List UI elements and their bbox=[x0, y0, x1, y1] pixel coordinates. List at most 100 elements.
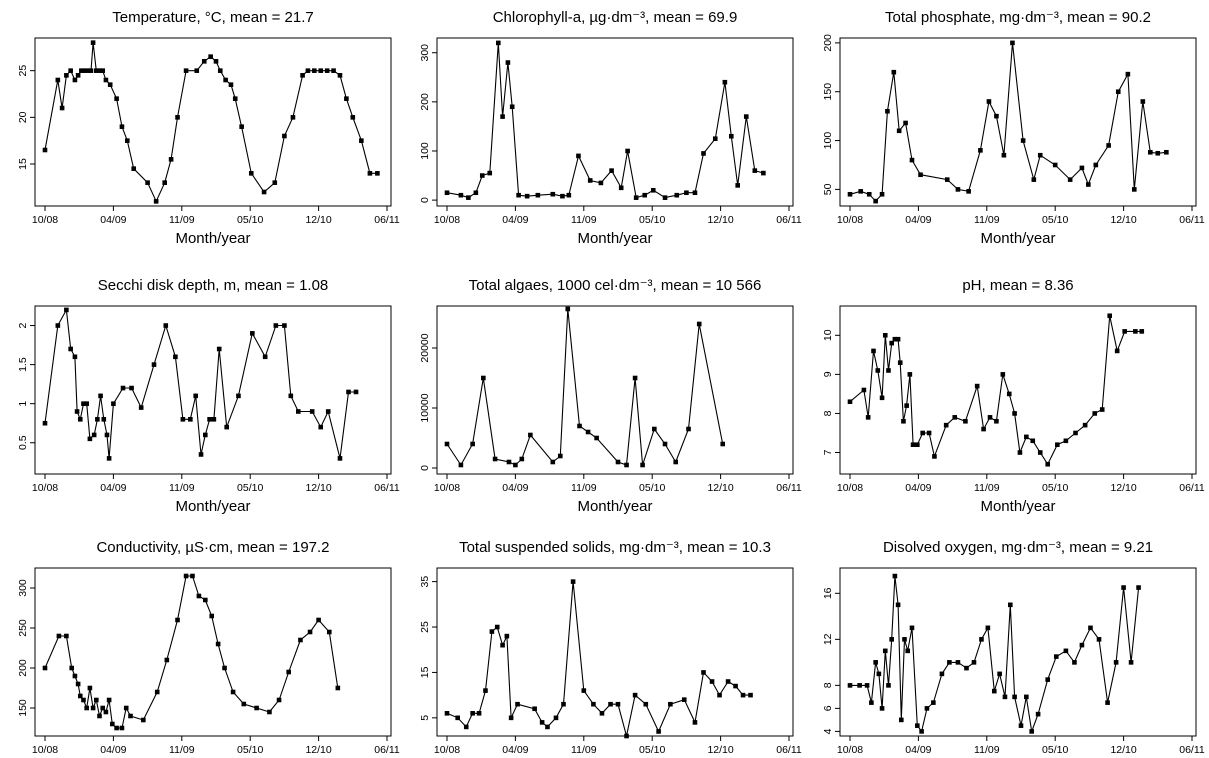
data-point bbox=[712, 136, 718, 142]
data-point bbox=[581, 688, 587, 693]
data-point bbox=[466, 195, 471, 200]
data-point bbox=[487, 170, 493, 176]
data-point bbox=[316, 617, 321, 623]
data-point bbox=[141, 717, 146, 723]
data-point bbox=[131, 166, 137, 171]
data-point bbox=[85, 68, 91, 73]
data-point bbox=[920, 430, 925, 436]
data-point bbox=[1072, 660, 1077, 665]
x-tick-label: 10/08 bbox=[434, 214, 460, 226]
data-point bbox=[103, 709, 109, 715]
data-point bbox=[267, 709, 272, 715]
data-point bbox=[128, 713, 133, 719]
x-tick-label: 12/10 bbox=[1110, 214, 1136, 226]
data-point bbox=[717, 692, 722, 698]
y-tick-label: 20000 bbox=[419, 333, 431, 362]
data-point bbox=[72, 673, 78, 679]
data-point bbox=[674, 192, 680, 198]
x-tick-label: 05/10 bbox=[237, 482, 263, 494]
data-point bbox=[1052, 162, 1058, 168]
y-tick-label: 4 bbox=[822, 728, 834, 734]
data-point bbox=[599, 710, 605, 716]
panel-3: Secchi disk depth, m, mean = 1.08 10/08 04… bbox=[17, 277, 400, 515]
y-tick-label: 200 bbox=[822, 34, 834, 52]
panel-title: Conductivity, µS·cm, mean = 197.2 bbox=[96, 539, 329, 556]
data-point bbox=[138, 405, 144, 410]
data-point bbox=[1001, 152, 1007, 158]
x-tick-label: 11/09 bbox=[974, 214, 1000, 226]
data-point bbox=[1037, 152, 1043, 158]
data-point bbox=[119, 725, 125, 731]
data-point bbox=[539, 720, 545, 725]
data-point bbox=[971, 660, 977, 665]
data-point bbox=[979, 637, 984, 642]
data-point bbox=[261, 189, 267, 195]
data-point bbox=[1155, 150, 1161, 156]
data-point bbox=[207, 417, 212, 422]
data-point bbox=[643, 701, 649, 707]
y-tick-label: 16 bbox=[822, 587, 834, 599]
data-point bbox=[215, 641, 221, 647]
data-point bbox=[217, 68, 223, 73]
data-point bbox=[492, 456, 498, 462]
data-point bbox=[479, 173, 485, 178]
data-point bbox=[895, 336, 901, 342]
x-tick-label: 04/09 bbox=[100, 482, 126, 494]
data-point bbox=[100, 68, 106, 73]
data-point bbox=[524, 193, 530, 199]
x-tick-label: 12/10 bbox=[305, 482, 331, 494]
data-point bbox=[344, 96, 349, 101]
plot-frame bbox=[34, 37, 392, 207]
data-point bbox=[98, 393, 103, 399]
data-point bbox=[1063, 648, 1069, 654]
data-point bbox=[114, 725, 119, 731]
data-point bbox=[1073, 430, 1078, 436]
data-point bbox=[944, 177, 950, 182]
data-point bbox=[943, 422, 949, 428]
data-point bbox=[889, 340, 894, 346]
plot-frame bbox=[436, 567, 794, 737]
data-point bbox=[720, 441, 726, 447]
data-point bbox=[81, 401, 86, 406]
data-point bbox=[124, 138, 130, 143]
data-point bbox=[889, 637, 894, 642]
panel-title: Total suspended solids, mg·dm⁻³, mean = … bbox=[459, 539, 771, 556]
data-point bbox=[64, 73, 69, 78]
data-point bbox=[309, 409, 315, 414]
data-point bbox=[194, 68, 200, 73]
data-point bbox=[1017, 450, 1023, 455]
data-point bbox=[866, 191, 872, 197]
data-point bbox=[91, 432, 97, 438]
data-point bbox=[692, 190, 698, 196]
data-point bbox=[470, 441, 475, 447]
y-tick-label: 100 bbox=[419, 142, 431, 160]
data-point bbox=[876, 671, 882, 677]
data-point bbox=[886, 368, 891, 373]
data-point bbox=[903, 120, 908, 126]
panel-title: Total algaes, 1000 cel·dm⁻³, mean = 10 5… bbox=[469, 277, 762, 294]
data-point bbox=[515, 701, 520, 707]
data-point bbox=[1024, 434, 1029, 440]
data-point bbox=[864, 683, 870, 688]
data-point bbox=[901, 418, 906, 424]
data-point bbox=[94, 697, 99, 703]
data-point bbox=[709, 679, 715, 684]
data-point bbox=[761, 170, 766, 176]
plot-frame bbox=[436, 37, 794, 207]
data-point bbox=[290, 115, 296, 120]
data-point bbox=[684, 190, 689, 196]
data-point bbox=[64, 633, 69, 639]
data-point bbox=[1029, 729, 1034, 734]
panel-title: pH, mean = 8.36 bbox=[962, 277, 1073, 294]
panel-0: Temperature, °C, mean = 21.7 10/08 04/09 11… bbox=[17, 9, 400, 247]
data-point bbox=[974, 383, 980, 389]
y-tick-label: 0 bbox=[419, 197, 431, 203]
data-point bbox=[106, 697, 112, 703]
data-point bbox=[625, 148, 630, 154]
panel-8: Disolved oxygen, mg·dm⁻³, mean = 9.21 10/… bbox=[822, 539, 1205, 756]
data-point bbox=[95, 417, 100, 422]
data-point bbox=[64, 307, 69, 313]
series-line bbox=[446, 42, 764, 199]
x-tick-label: 12/10 bbox=[707, 744, 733, 756]
